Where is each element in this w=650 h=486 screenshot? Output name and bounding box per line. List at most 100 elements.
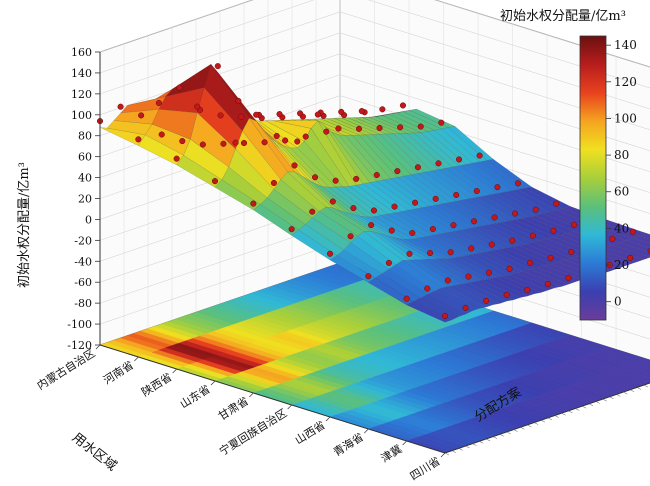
y-tick — [609, 396, 614, 399]
data-point — [173, 155, 180, 162]
x-tick — [95, 344, 101, 350]
z-tick-label: 60 — [78, 151, 92, 164]
z-tick-label: -80 — [74, 297, 92, 310]
y-tick — [492, 436, 498, 439]
data-point — [565, 274, 572, 281]
data-point — [211, 178, 219, 185]
data-point — [135, 136, 142, 143]
z-tick-label: 0 — [85, 213, 92, 226]
y-tick — [486, 438, 491, 442]
data-point — [435, 160, 442, 167]
y-tick — [582, 405, 587, 409]
region-tick-label: 甘肃省 — [216, 395, 251, 424]
y-tick — [540, 419, 546, 423]
z-tick-label: -20 — [74, 234, 92, 247]
data-point — [199, 141, 206, 148]
x-axis-line — [99, 344, 446, 454]
x-tick — [287, 404, 292, 410]
data-point — [432, 195, 439, 202]
x-tick — [364, 428, 369, 434]
y-tick — [616, 394, 621, 397]
data-point — [629, 228, 637, 235]
y-tick — [444, 452, 450, 456]
data-point — [553, 200, 560, 207]
colorbar-tick-label: 0 — [614, 295, 622, 309]
region-tick-label: 内蒙古自治区 — [34, 346, 97, 393]
y-tick — [630, 389, 635, 392]
data-point — [529, 232, 536, 239]
data-point — [217, 112, 224, 119]
y-tick — [568, 410, 573, 414]
data-point — [282, 137, 289, 144]
data-point — [355, 125, 363, 132]
surface-cell — [406, 301, 453, 323]
colorbar: 初始水权分配量/亿m³ 140 120 100 80 60 40 20 0 — [500, 8, 637, 321]
data-point — [176, 84, 183, 91]
x-tick — [440, 452, 446, 458]
data-point — [250, 200, 257, 207]
y-tick — [513, 429, 518, 432]
data-point — [302, 133, 309, 140]
wall-gridline — [99, 0, 650, 68]
data-point — [394, 168, 401, 175]
y-tick — [499, 434, 504, 437]
z-tick-label: -100 — [67, 318, 92, 331]
data-point — [238, 113, 245, 120]
y-tick — [636, 387, 642, 390]
data-point — [503, 291, 510, 298]
data-point — [399, 102, 407, 109]
floor-cell — [639, 358, 650, 365]
data-point — [353, 175, 360, 182]
data-point — [332, 177, 339, 184]
colorbar-tick-label: 60 — [614, 185, 629, 199]
data-point — [506, 265, 513, 272]
data-point — [338, 108, 345, 115]
colorbar-tick-label: 40 — [614, 221, 629, 235]
colorbar-title: 初始水权分配量/亿m³ — [500, 8, 626, 24]
region-tick-label: 陕西省 — [139, 370, 174, 399]
z-tick-label: -120 — [67, 339, 92, 352]
data-point — [465, 273, 472, 280]
data-point — [261, 139, 268, 146]
data-point — [297, 110, 304, 117]
data-point — [335, 125, 342, 132]
data-point — [270, 179, 277, 187]
data-point — [391, 203, 398, 210]
data-point — [273, 132, 280, 140]
colorbar-tick-label: 80 — [614, 148, 629, 162]
x-tick — [172, 368, 177, 374]
data-point — [570, 221, 578, 228]
data-point — [438, 119, 445, 126]
data-point — [512, 210, 519, 217]
y-tick — [451, 450, 456, 453]
z-tick-label: -60 — [74, 276, 92, 289]
data-point — [194, 103, 201, 110]
data-point — [406, 250, 413, 257]
region-tick-label: 山东省 — [178, 383, 213, 412]
data-point — [214, 63, 221, 70]
scatter-points — [96, 63, 650, 319]
wall-gridline — [99, 0, 650, 89]
region-tick-label: 青海省 — [331, 430, 366, 459]
data-point — [444, 277, 451, 284]
y-tick — [458, 448, 463, 451]
data-point — [491, 214, 498, 221]
data-point — [450, 222, 457, 229]
data-point — [453, 191, 460, 198]
data-point — [441, 312, 449, 319]
x-tick — [249, 392, 254, 398]
z-tick-label: 120 — [71, 88, 92, 101]
data-point — [276, 111, 283, 118]
data-point — [417, 123, 424, 130]
data-point — [609, 235, 616, 242]
y-tick — [643, 384, 648, 388]
data-point — [468, 245, 475, 252]
data-point — [462, 304, 469, 311]
z-tick-label: 40 — [78, 172, 92, 185]
y-tick — [527, 424, 532, 428]
z-tick-label: 100 — [71, 109, 92, 122]
data-point — [627, 254, 634, 261]
data-point — [476, 152, 483, 159]
data-point — [455, 156, 463, 163]
y-tick — [602, 398, 607, 402]
